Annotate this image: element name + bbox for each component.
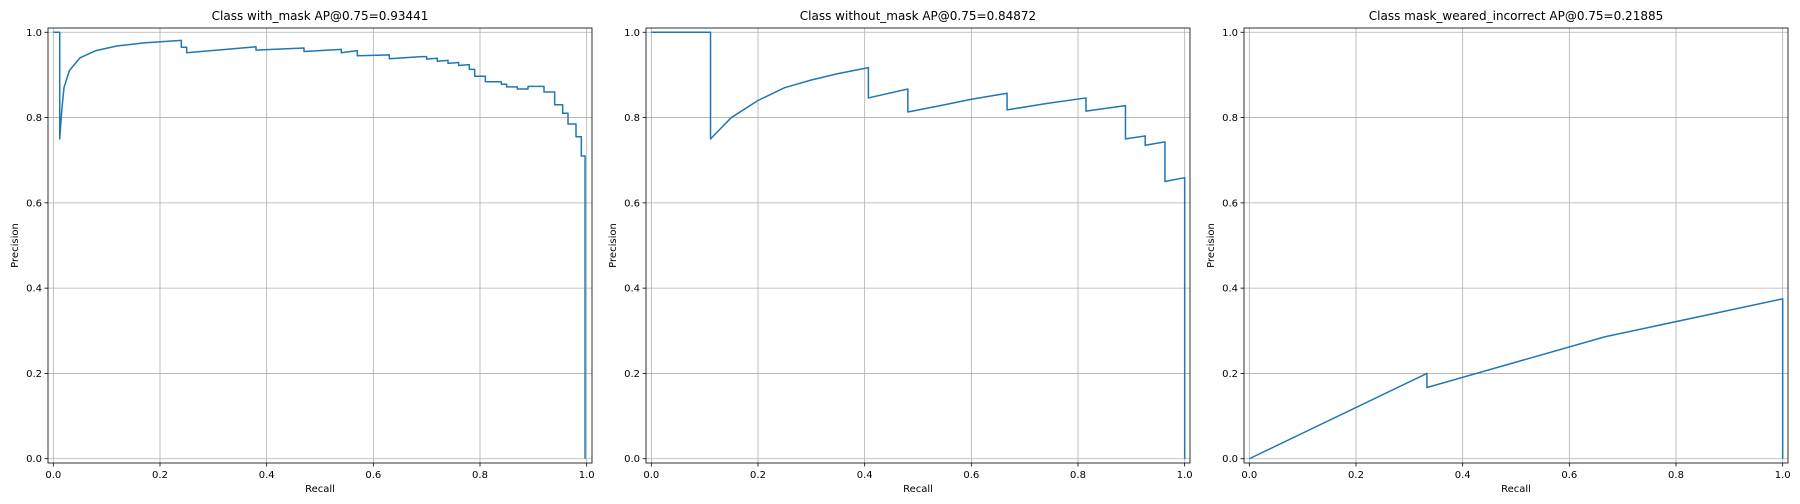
- y-tick-label: 1.0: [1222, 28, 1238, 39]
- y-tick-label: 0.2: [624, 369, 640, 380]
- y-tick-label: 0.8: [624, 113, 640, 124]
- x-axis-label: Recall: [903, 484, 933, 495]
- x-tick-label: 0.0: [643, 470, 659, 481]
- y-tick-label: 0.6: [1222, 198, 1238, 209]
- y-axis-label: Precision: [1206, 223, 1217, 268]
- subplot-1: 0.0 0.2 0.4 0.6 0.8 1.0 0.0 0.2 0.4 0.6 0.8 1.0 Clas…: [10, 9, 595, 495]
- y-tick-label: 0.0: [1222, 454, 1238, 465]
- x-axis-label: Recall: [1501, 484, 1531, 495]
- plot-area: [48, 28, 592, 463]
- y-tick-label: 0.4: [1222, 284, 1238, 295]
- y-tick-label: 1.0: [624, 28, 640, 39]
- x-tick-label: 0.8: [472, 470, 488, 481]
- x-tick-label: 0.6: [1561, 470, 1577, 481]
- x-tick-label: 0.0: [1241, 470, 1257, 481]
- plot-area: [1244, 28, 1788, 463]
- y-tick-label: 0.0: [624, 454, 640, 465]
- y-tick-label: 0.6: [624, 198, 640, 209]
- x-tick-label: 0.2: [750, 470, 766, 481]
- y-tick-label: 0.8: [26, 113, 42, 124]
- pr-curve-line: [651, 31, 1186, 459]
- pr-curve-line: [53, 31, 586, 459]
- y-axis-label: Precision: [608, 223, 619, 268]
- x-axis-label: Recall: [305, 484, 335, 495]
- x-tick-label: 0.2: [152, 470, 168, 481]
- x-tick-label: 0.4: [857, 470, 873, 481]
- chart-title: Class mask_weared_incorrect AP@0.75=0.21…: [1369, 9, 1663, 23]
- x-tick-label: 0.4: [1455, 470, 1471, 481]
- subplot-3: 0.0 0.2 0.4 0.6 0.8 1.0 0.0 0.2 0.4 0.6 0.8 1.0 Clas…: [1206, 9, 1791, 495]
- x-tick-label: 0.6: [963, 470, 979, 481]
- x-tick-label: 0.8: [1070, 470, 1086, 481]
- plot-area: [646, 28, 1190, 463]
- y-tick-label: 0.6: [26, 198, 42, 209]
- y-tick-label: 0.8: [1222, 113, 1238, 124]
- y-tick-label: 0.0: [26, 454, 42, 465]
- pr-curve-line: [1249, 298, 1784, 460]
- y-tick-label: 1.0: [26, 28, 42, 39]
- x-tick-label: 0.0: [45, 470, 61, 481]
- y-tick-label: 0.4: [624, 284, 640, 295]
- y-tick-label: 0.2: [26, 369, 42, 380]
- x-tick-label: 0.2: [1348, 470, 1364, 481]
- plot-frame: [47, 27, 593, 464]
- y-tick-label: 0.4: [26, 284, 42, 295]
- subplot-2: 0.0 0.2 0.4 0.6 0.8 1.0 0.0 0.2 0.4 0.6 0.8 1.0 Clas…: [608, 9, 1193, 495]
- x-tick-label: 0.8: [1668, 470, 1684, 481]
- x-tick-label: 1.0: [579, 470, 595, 481]
- y-axis-label: Precision: [10, 223, 21, 268]
- plot-frame: [645, 27, 1191, 464]
- x-tick-label: 1.0: [1775, 470, 1791, 481]
- y-tick-label: 0.2: [1222, 369, 1238, 380]
- x-tick-label: 0.4: [259, 470, 275, 481]
- x-tick-label: 1.0: [1177, 470, 1193, 481]
- x-tick-label: 0.6: [365, 470, 381, 481]
- chart-title: Class without_mask AP@0.75=0.84872: [800, 9, 1036, 23]
- plot-frame: [1243, 27, 1789, 464]
- chart-title: Class with_mask AP@0.75=0.93441: [212, 9, 429, 23]
